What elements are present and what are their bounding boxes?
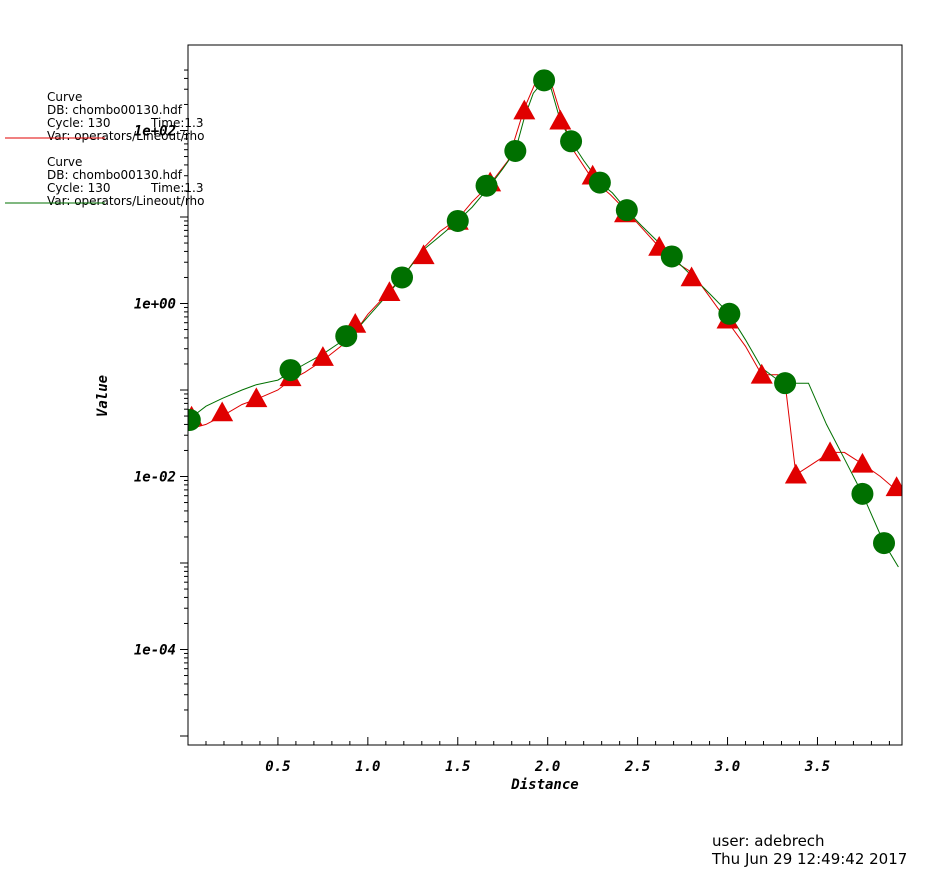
legend-entry-red: Curve DB: chombo00130.hdf Cycle: 130 Tim… (5, 90, 205, 143)
triangle-marker (549, 109, 572, 130)
triangle-marker (513, 99, 536, 120)
x-tick-label: 3.0 (714, 759, 740, 775)
triangle-marker (245, 387, 268, 408)
plot-frame (187, 44, 903, 746)
footer-user: user: adebrech (712, 832, 825, 850)
legend-var: Var: operators/Lineout/rho (47, 129, 205, 143)
legend-title: Curve (47, 90, 82, 104)
x-tick-label: 1.0 (355, 759, 380, 775)
circle-marker (279, 359, 302, 382)
x-axis-title: Distance (510, 777, 578, 793)
footer-timestamp: Thu Jun 29 12:49:42 2017 (711, 850, 907, 868)
triangle-marker (311, 346, 334, 366)
legend-var: Var: operators/Lineout/rho (47, 194, 205, 208)
circle-marker (718, 302, 741, 325)
circle-marker (391, 266, 414, 289)
circle-marker (475, 174, 498, 197)
triangle-marker (680, 266, 703, 287)
circle-marker (504, 139, 527, 162)
tick-labels: 0.5 1.0 1.5 2.0 2.5 3.0 3.5 1e+02 1e+00 1e-02 1e-0… (134, 124, 830, 776)
circle-marker (335, 325, 358, 348)
circle-marker (446, 209, 469, 232)
triangle-marker (851, 452, 874, 473)
axis-ticks (180, 69, 890, 745)
series-line-0 (188, 79, 902, 491)
y-tick-label: 1e-02 (134, 470, 176, 486)
circle-marker (188, 409, 201, 431)
circle-marker (533, 69, 556, 92)
x-tick-label: 1.5 (445, 759, 470, 775)
legend-cycle: Cycle: 130 (47, 116, 111, 130)
circle-marker (560, 130, 583, 153)
legend-db: DB: chombo00130.hdf (47, 168, 183, 182)
x-tick-label: 2.0 (534, 759, 560, 775)
circle-marker (873, 532, 896, 555)
series-line-1 (188, 79, 899, 568)
legend-title: Curve (47, 155, 82, 169)
triangle-marker (885, 476, 902, 497)
legend-db: DB: chombo00130.hdf (47, 103, 183, 117)
x-tick-label: 3.5 (804, 759, 830, 775)
series-layer (188, 69, 902, 568)
x-tick-label: 2.5 (624, 759, 650, 775)
circle-marker (774, 372, 797, 395)
legend-time: Time:1.3 (150, 181, 204, 195)
y-tick-label: 1e-04 (134, 643, 176, 659)
y-tick-label: 1e+02 (134, 124, 176, 140)
y-tick-label: 1e+00 (134, 297, 176, 313)
circle-marker (615, 199, 638, 222)
circle-marker (660, 245, 683, 268)
triangle-marker (378, 281, 401, 302)
triangle-marker (211, 401, 234, 422)
triangle-marker (750, 363, 773, 384)
circle-marker (588, 171, 611, 194)
y-axis-title: Value (95, 375, 111, 417)
triangle-marker (784, 463, 807, 484)
triangle-marker (819, 441, 842, 462)
triangle-marker (412, 244, 435, 265)
legend-cycle: Cycle: 130 (47, 181, 111, 195)
legend-time: Time:1.3 (150, 116, 204, 130)
legend-entry-green: Curve DB: chombo00130.hdf Cycle: 130 Tim… (5, 155, 205, 208)
x-tick-label: 0.5 (265, 759, 290, 775)
circle-marker (851, 482, 874, 505)
